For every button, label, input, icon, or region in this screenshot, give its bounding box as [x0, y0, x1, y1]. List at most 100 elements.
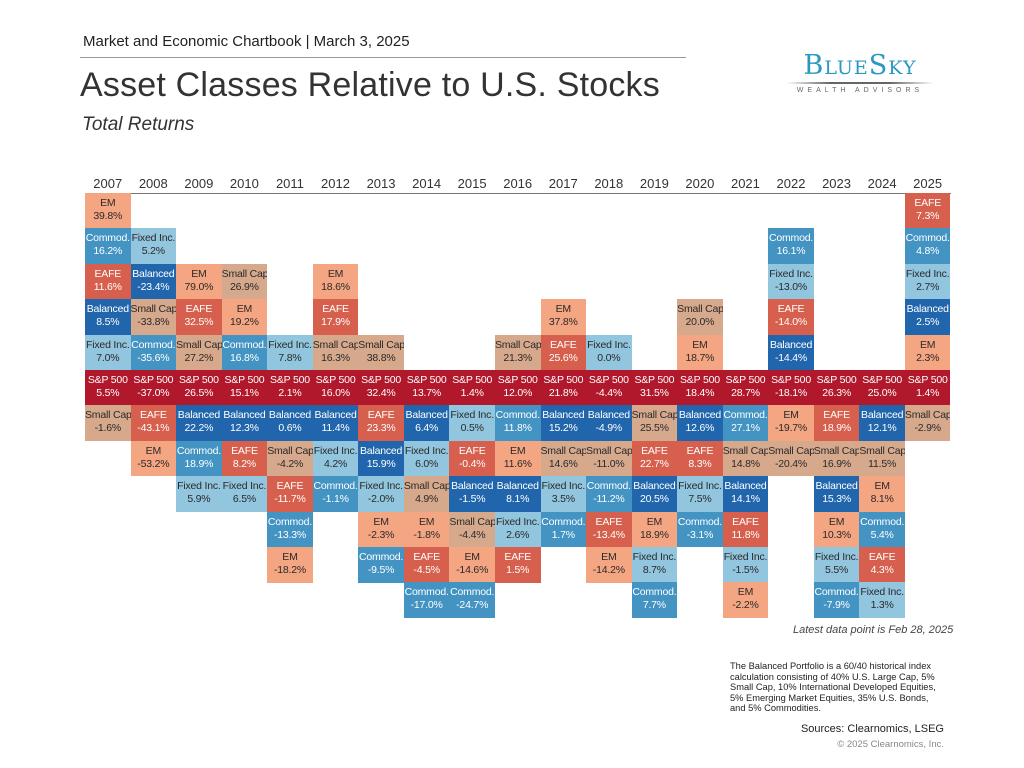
- asset-class-chart: 2007 EM 39.8% Commod. 16.2% EAFE 11.6% Balanced…: [85, 170, 951, 620]
- tile-value: -43.1%: [137, 422, 170, 435]
- tile-label: S&P 500: [361, 374, 402, 386]
- tile-fixed-inc-: Fixed Inc. 2.6%: [494, 511, 541, 548]
- tile-value: -11.7%: [274, 493, 306, 506]
- tile-value: 27.2%: [184, 351, 214, 364]
- page-subtitle: Total Returns: [82, 114, 195, 135]
- tile-value: -2.0%: [367, 493, 395, 506]
- tile-eafe: EAFE 4.3%: [859, 547, 905, 583]
- tile-value: -13.4%: [592, 528, 625, 541]
- tile-value: 21.3%: [503, 351, 533, 364]
- tile-sp-500: S&P 500 -37.0%: [130, 370, 177, 406]
- tile-sp-500: S&P 500 2.1%: [267, 370, 313, 406]
- tile-fixed-inc-: Fixed Inc. 5.9%: [176, 476, 222, 512]
- tile-commod-: Commod. -11.2%: [586, 476, 632, 512]
- year-label-2021: 2021: [730, 176, 760, 191]
- tile-label: EM: [464, 551, 481, 563]
- tile-label: Balanced: [815, 480, 858, 493]
- tile-value: -4.4%: [595, 387, 623, 399]
- tile-label: EAFE: [732, 515, 759, 528]
- tile-small-cap: Small Cap 11.5%: [859, 440, 905, 477]
- tile-label: Balanced: [177, 409, 220, 422]
- tile-label: EM: [555, 303, 572, 316]
- tile-fixed-inc-: Fixed Inc. 7.0%: [85, 334, 131, 371]
- tile-fixed-inc-: Fixed Inc. 0.5%: [449, 405, 495, 441]
- tile-balanced: Balanced 8.1%: [494, 476, 541, 512]
- tile-small-cap: Small Cap -4.4%: [449, 511, 495, 548]
- tile-value: 15.1%: [230, 387, 259, 399]
- tile-em: EM 11.6%: [494, 440, 541, 477]
- tile-eafe: EAFE -4.5%: [403, 547, 450, 583]
- tile-value: 79.0%: [184, 280, 214, 293]
- tile-label: Balanced: [405, 409, 448, 422]
- tile-value: 1.5%: [506, 564, 530, 576]
- tile-value: 14.8%: [731, 457, 760, 470]
- tile-label: Balanced: [861, 409, 904, 422]
- tile-commod-: Commod. 16.1%: [768, 228, 814, 264]
- tile-label: EM: [783, 409, 799, 422]
- tile-value: 23.3%: [366, 422, 396, 435]
- tile-em: EM 37.8%: [540, 299, 587, 335]
- tile-label: S&P 500: [133, 374, 174, 386]
- tile-label: S&P 500: [816, 374, 857, 386]
- tile-value: 16.3%: [321, 351, 350, 364]
- tile-eafe: EAFE 22.7%: [631, 440, 678, 477]
- tile-label: Commod.: [222, 338, 267, 351]
- tile-label: Balanced: [268, 409, 312, 422]
- tile-value: 18.9%: [822, 422, 851, 435]
- tile-label: Fixed Inc.: [404, 444, 449, 457]
- tile-label: Fixed Inc.: [905, 267, 950, 280]
- tile-label: S&P 500: [315, 374, 356, 386]
- tile-balanced: Balanced 8.5%: [85, 299, 131, 335]
- tile-label: Balanced: [906, 303, 949, 316]
- copyright: © 2025 Clearnomics, Inc.: [837, 739, 944, 750]
- tile-value: 7.8%: [278, 351, 302, 364]
- tile-commod-: Commod. -24.7%: [449, 582, 495, 618]
- year-label-2012: 2012: [321, 176, 350, 191]
- tile-commod-: Commod. 11.8%: [494, 405, 541, 441]
- tile-label: Fixed Inc.: [814, 551, 859, 563]
- tile-label: EM: [920, 338, 936, 351]
- tile-balanced: Balanced 12.6%: [677, 405, 723, 441]
- tile-value: -4.5%: [413, 564, 440, 576]
- tile-sp-500: S&P 500 25.0%: [859, 370, 905, 406]
- tile-label: S&P 500: [862, 374, 903, 386]
- tile-value: 7.3%: [916, 210, 940, 222]
- tile-value: 6.0%: [415, 457, 439, 470]
- year-label-2011: 2011: [275, 176, 304, 191]
- tile-value: 11.4%: [321, 422, 350, 435]
- tile-value: 8.1%: [506, 493, 530, 506]
- tile-small-cap: Small Cap -33.8%: [130, 299, 177, 335]
- tile-label: Balanced: [451, 480, 494, 493]
- tile-value: 38.8%: [366, 351, 396, 364]
- tile-value: 31.5%: [640, 387, 669, 399]
- tile-eafe: EAFE -0.4%: [449, 440, 495, 477]
- tile-value: 20.5%: [640, 493, 669, 506]
- tile-value: 32.4%: [366, 387, 396, 399]
- tile-label: Commod.: [768, 232, 814, 245]
- tile-label: Small Cap: [130, 303, 177, 316]
- tile-value: 11.6%: [503, 457, 532, 470]
- tile-sp-500: S&P 500 18.4%: [677, 370, 723, 406]
- tile-sp-500: S&P 500 26.5%: [176, 370, 222, 406]
- tile-commod-: Commod. 16.8%: [221, 334, 268, 371]
- logo-wordmark: BlueSky: [803, 50, 917, 81]
- tile-value: 8.2%: [232, 457, 256, 470]
- tile-value: 25.5%: [640, 422, 669, 435]
- tile-value: 25.0%: [867, 387, 897, 399]
- tile-eafe: EAFE 8.3%: [677, 440, 723, 477]
- tile-balanced: Balanced -23.4%: [130, 263, 177, 300]
- tile-fixed-inc-: Fixed Inc. 5.2%: [130, 228, 177, 264]
- tile-value: 16.1%: [776, 245, 806, 258]
- tile-value: 12.1%: [867, 422, 897, 435]
- tile-sp-500: S&P 500 12.0%: [494, 370, 541, 406]
- tile-value: -14.2%: [592, 564, 625, 576]
- logo-tagline: WEALTH ADVISORS: [796, 87, 924, 94]
- tile-label: EM: [145, 444, 162, 457]
- year-label-2023: 2023: [822, 176, 851, 191]
- tile-value: 4.2%: [323, 457, 348, 470]
- tile-small-cap: Small Cap 25.5%: [631, 405, 678, 441]
- tile-label: Balanced: [724, 480, 767, 493]
- tile-commod-: Commod. -9.5%: [358, 547, 404, 583]
- tile-em: EM 10.3%: [813, 511, 860, 548]
- tile-label: Balanced: [769, 338, 813, 351]
